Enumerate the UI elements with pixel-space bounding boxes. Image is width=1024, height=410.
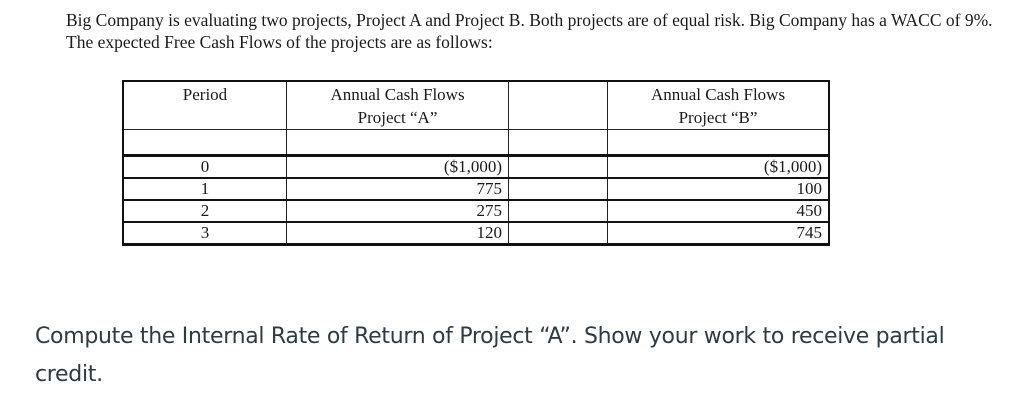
period-cell: 1 (122, 177, 287, 201)
header-project-a: Annual Cash Flows Project “A” (286, 80, 509, 130)
spacer-cell (508, 155, 608, 179)
project-a-cash-flow: ($1,000) (286, 155, 509, 179)
question-prompt: Compute the Internal Rate of Return of P… (35, 324, 945, 387)
header-project-a-line2: Project “A” (357, 108, 438, 127)
blank-cell (286, 129, 509, 157)
blank-cell (122, 129, 287, 157)
period-cell: 2 (122, 199, 287, 223)
spacer-cell (508, 221, 608, 246)
table-header-row: Period Annual Cash Flows Project “A” Ann… (122, 80, 830, 130)
project-a-cash-flow: 120 (286, 221, 509, 246)
problem-intro: Big Company is evaluating two projects, … (66, 10, 993, 52)
project-a-cash-flow: 275 (286, 199, 509, 223)
blank-cell (508, 129, 608, 157)
project-b-cash-flow: 100 (607, 177, 830, 201)
table-row: 0 ($1,000) ($1,000) (122, 155, 830, 179)
header-project-b-line2: Project “B” (678, 108, 758, 127)
project-b-cash-flow: ($1,000) (607, 155, 830, 179)
table-row: 1 775 100 (122, 177, 830, 201)
blank-cell (607, 129, 830, 157)
spacer-cell (508, 199, 608, 223)
table-row: 3 120 745 (122, 221, 830, 246)
cash-flow-table: Period Annual Cash Flows Project “A” Ann… (122, 80, 830, 246)
project-b-cash-flow: 745 (607, 221, 830, 246)
header-project-b: Annual Cash Flows Project “B” (607, 80, 830, 130)
project-b-cash-flow: 450 (607, 199, 830, 223)
header-project-b-line1: Annual Cash Flows (650, 85, 786, 104)
header-spacer (508, 80, 608, 130)
header-period: Period (122, 80, 287, 130)
spacer-cell (508, 177, 608, 201)
project-a-cash-flow: 775 (286, 177, 509, 201)
header-period-label: Period (182, 85, 228, 104)
table-row: 2 275 450 (122, 199, 830, 223)
header-project-a-line1: Annual Cash Flows (330, 85, 465, 104)
table-blank-row (122, 129, 830, 157)
period-cell: 3 (122, 221, 287, 246)
period-cell: 0 (122, 155, 287, 179)
